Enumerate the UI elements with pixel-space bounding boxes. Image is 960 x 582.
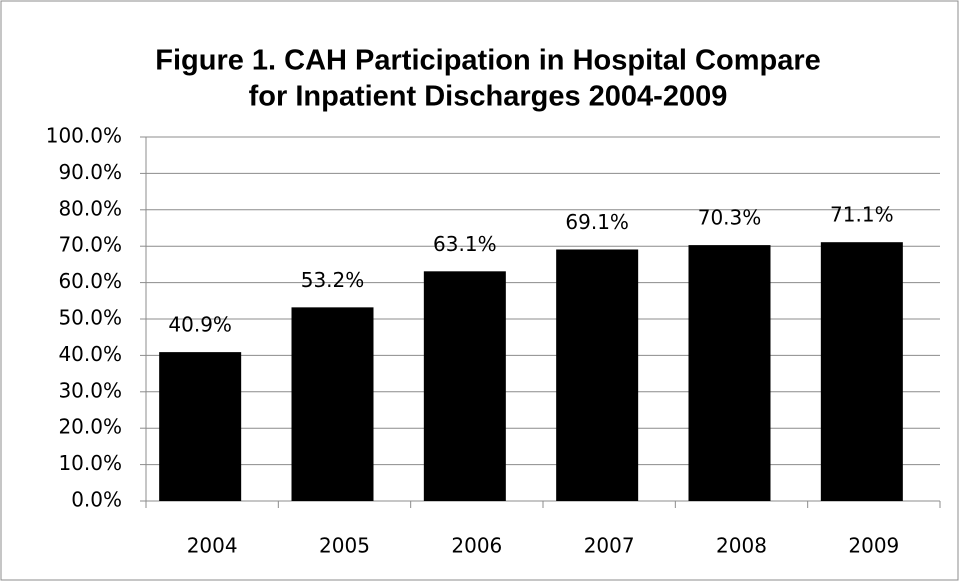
chart-title: for Inpatient Discharges 2004-2009 [249, 81, 728, 113]
bar [688, 245, 771, 501]
y-tick-label: 50.0% [58, 306, 122, 330]
data-label: 71.1% [830, 203, 894, 227]
y-tick-label: 0.0% [71, 488, 122, 512]
x-tick-label: 2007 [584, 534, 635, 558]
bar [291, 307, 374, 501]
y-tick-label: 60.0% [58, 269, 122, 293]
data-label: 53.2% [301, 268, 365, 292]
x-tick-label: 2008 [716, 534, 767, 558]
y-tick-label: 30.0% [58, 378, 122, 402]
y-tick-label: 90.0% [58, 160, 122, 184]
y-tick-label: 10.0% [58, 451, 122, 475]
data-label: 70.3% [698, 206, 762, 230]
data-label: 63.1% [433, 232, 497, 256]
bar [820, 242, 903, 502]
chart-title: Figure 1. CAH Participation in Hospital … [155, 45, 821, 77]
y-tick-label: 100.0% [46, 124, 122, 148]
y-tick-label: 70.0% [58, 233, 122, 257]
x-tick-label: 2009 [848, 534, 899, 558]
y-tick-label: 20.0% [58, 415, 122, 439]
data-label: 40.9% [168, 313, 232, 337]
bar [159, 352, 242, 501]
data-label: 69.1% [565, 210, 629, 234]
bar [556, 249, 639, 501]
y-tick-label: 40.0% [58, 342, 122, 366]
bar [423, 271, 506, 501]
y-tick-label: 80.0% [58, 196, 122, 220]
x-tick-label: 2004 [187, 534, 238, 558]
x-tick-label: 2006 [451, 534, 502, 558]
x-tick-label: 2005 [319, 534, 370, 558]
